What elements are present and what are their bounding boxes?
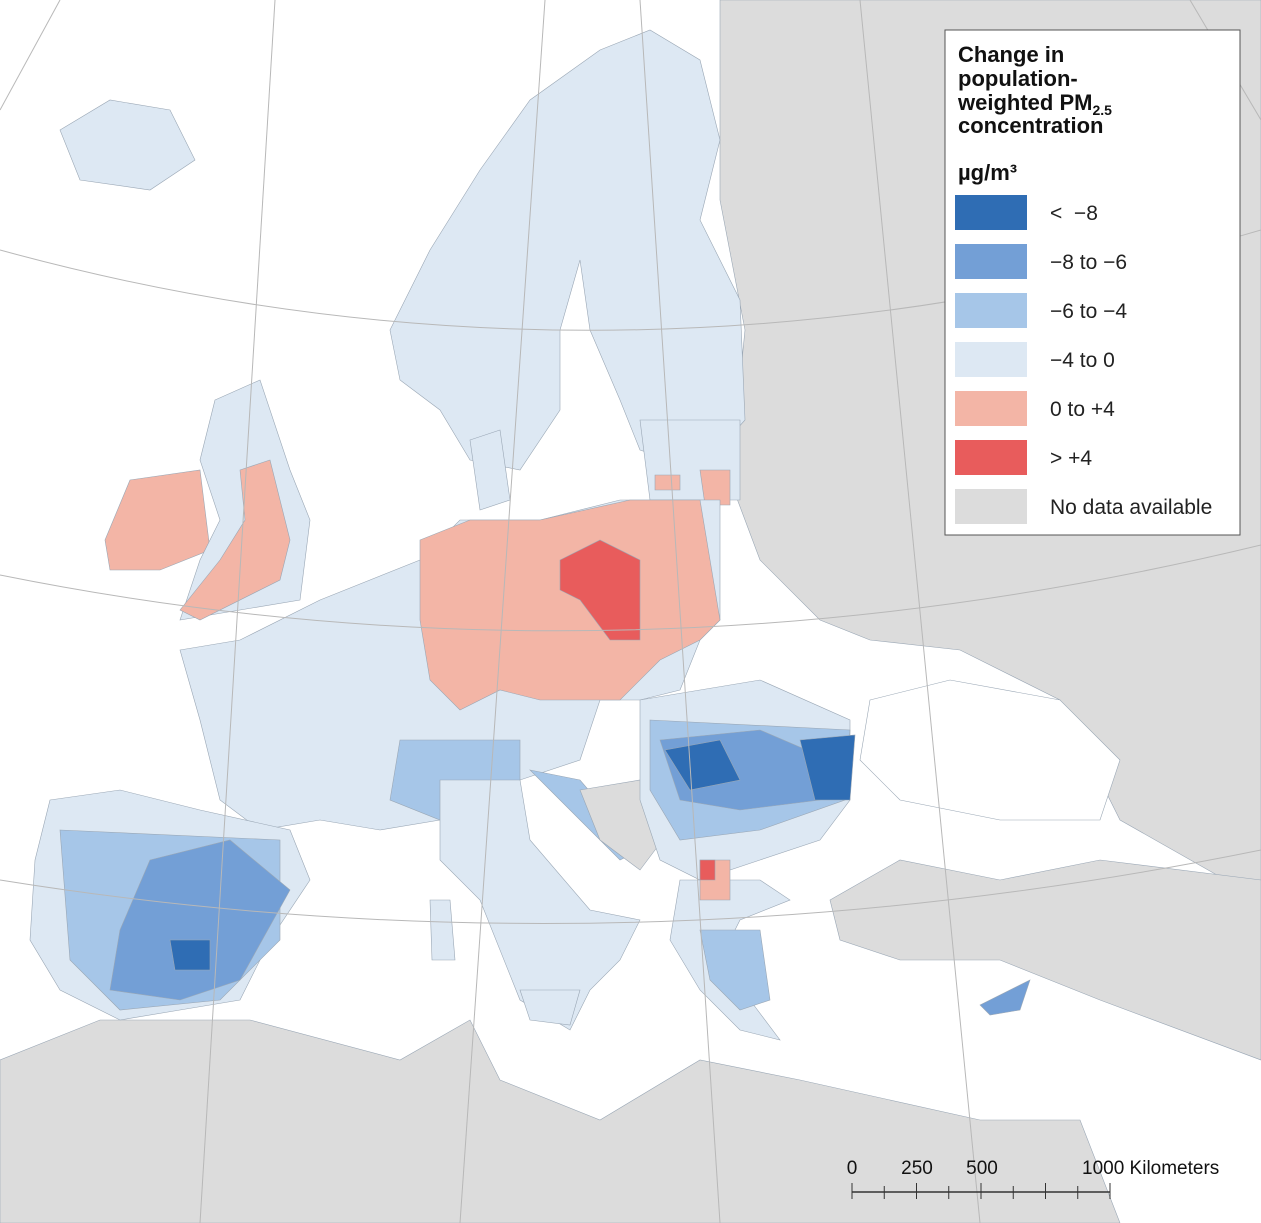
- germany-poland: [419, 499, 721, 711]
- scale-label: 1000 Kilometers: [1082, 1158, 1219, 1179]
- sardinia: [429, 899, 456, 961]
- legend: Change in population- weighted PM2.5 con…: [944, 29, 1241, 536]
- legend-label: −6 to −4: [1050, 300, 1127, 323]
- legend-title: Change in: [958, 42, 1064, 67]
- legend-label: −8 to −6: [1050, 251, 1127, 274]
- black-sea: [859, 679, 1121, 821]
- iberia-peak: [169, 939, 211, 971]
- romania-peak: [799, 734, 856, 801]
- legend-swatch: [955, 195, 1027, 230]
- legend-title: weighted PM2.5: [957, 90, 1112, 118]
- legend-swatch: [955, 440, 1027, 475]
- romania-peak: [664, 739, 741, 791]
- cyprus: [979, 979, 1031, 1016]
- legend-swatch: [955, 489, 1027, 524]
- sicily: [519, 989, 581, 1026]
- legend-swatch: [955, 293, 1027, 328]
- legend-title: concentration: [958, 113, 1103, 138]
- macedonia-peak: [699, 859, 716, 881]
- italy: [439, 779, 641, 1031]
- scale-label: 250: [901, 1158, 933, 1179]
- iberia-core: [109, 839, 291, 1001]
- legend-label: −4 to 0: [1050, 349, 1115, 372]
- legend-title: population-: [958, 66, 1078, 91]
- scale-bar: 0 250 500 1000 Kilometers: [847, 1158, 1219, 1199]
- baltic-spot: [654, 474, 681, 491]
- england: [179, 459, 291, 621]
- legend-unit: µg/m³: [958, 160, 1017, 185]
- iceland: [59, 99, 196, 191]
- scale-label: 0: [847, 1158, 858, 1179]
- no-data-turkey: [829, 859, 1261, 1061]
- legend-label: No data available: [1050, 496, 1212, 519]
- legend-label: < −8: [1050, 202, 1098, 225]
- legend-label: > +4: [1050, 447, 1092, 470]
- baltic-spot: [699, 469, 731, 506]
- no-data-africa: [0, 1019, 1121, 1223]
- scale-label: 500: [966, 1158, 998, 1179]
- legend-swatch: [955, 244, 1027, 279]
- legend-swatch: [955, 391, 1027, 426]
- silesia: [559, 539, 641, 641]
- greece-south: [699, 929, 771, 1011]
- legend-label: 0 to +4: [1050, 398, 1115, 421]
- legend-title: weighted PM: [957, 90, 1092, 115]
- legend-title-subscript: 2.5: [1092, 102, 1112, 118]
- legend-swatch: [955, 342, 1027, 377]
